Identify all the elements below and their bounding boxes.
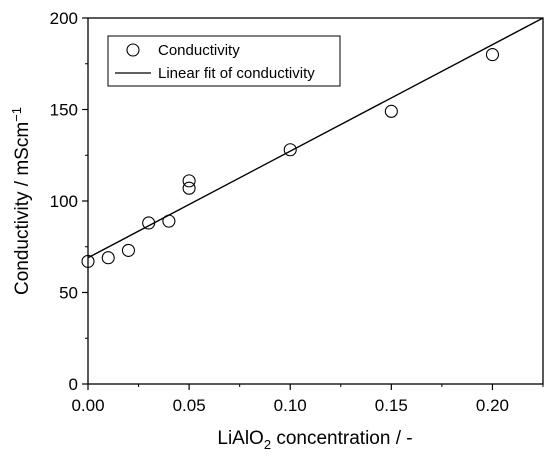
y-tick-label: 50 bbox=[59, 284, 78, 303]
y-axis-title: Conductivity / mScm−1 bbox=[9, 107, 33, 295]
y-tick-label: 0 bbox=[69, 375, 78, 394]
data-point bbox=[101, 251, 115, 265]
y-tick-label: 100 bbox=[50, 192, 78, 211]
x-tick-label: 0.00 bbox=[71, 396, 104, 415]
legend-box bbox=[107, 35, 341, 87]
x-tick-label: 0.15 bbox=[375, 396, 408, 415]
data-point bbox=[485, 48, 499, 62]
data-point bbox=[182, 181, 196, 195]
y-tick-label: 200 bbox=[50, 9, 78, 28]
x-axis-ticks: 0.00 0.05 0.10 0.15 0.20 bbox=[71, 384, 544, 415]
x-axis-title: LiAlO2 concentration / - bbox=[217, 428, 412, 452]
legend-marker-conductivity bbox=[126, 43, 140, 57]
legend-label-linear-fit: Linear fit of conductivity bbox=[158, 65, 315, 82]
data-point bbox=[182, 174, 196, 188]
y-tick-label: 150 bbox=[50, 101, 78, 120]
x-axis-title-subscript: 2 bbox=[264, 437, 271, 452]
legend-label-conductivity: Conductivity bbox=[158, 42, 240, 59]
x-tick-label: 0.05 bbox=[173, 396, 206, 415]
y-axis-ticks: 0 50 100 150 200 bbox=[50, 9, 88, 394]
y-axis-title-superscript: −1 bbox=[9, 107, 24, 122]
data-point bbox=[384, 104, 398, 118]
x-tick-label: 0.10 bbox=[274, 396, 307, 415]
x-tick-label: 0.20 bbox=[476, 396, 509, 415]
data-point bbox=[81, 254, 95, 268]
plot-marks bbox=[81, 17, 544, 268]
data-point bbox=[142, 216, 156, 230]
x-axis-title-rest: concentration / - bbox=[271, 428, 413, 449]
data-point bbox=[162, 214, 176, 228]
data-point bbox=[283, 143, 297, 157]
data-point bbox=[121, 243, 135, 257]
legend: Conductivity Linear fit of conductivity bbox=[107, 35, 341, 87]
